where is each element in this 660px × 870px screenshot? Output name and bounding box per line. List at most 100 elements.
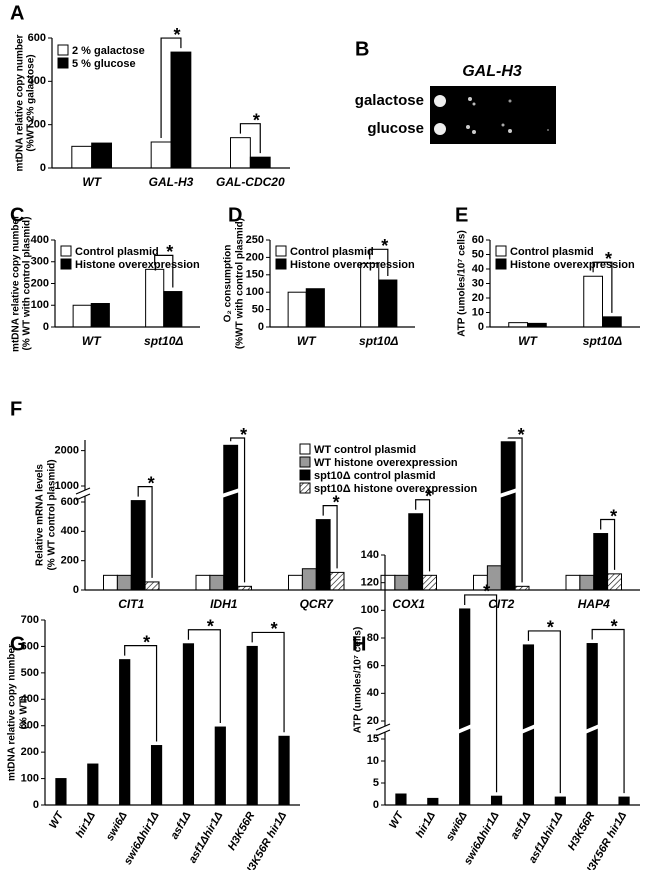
panel-letter: A: [10, 2, 24, 24]
y-tick-label: 200: [21, 746, 39, 758]
y-tick-label: 400: [61, 525, 79, 537]
legend-swatch: [495, 258, 507, 270]
y-tick-label: 500: [21, 667, 39, 679]
bar: [522, 644, 535, 806]
bar: [508, 322, 528, 328]
y-tick-label: 40: [472, 263, 484, 275]
legend-swatch: [60, 258, 72, 270]
y-tick-label: 150: [246, 269, 264, 281]
y-tick-label: 40: [367, 687, 379, 699]
bar: [150, 141, 172, 169]
y-tick-label: 400: [28, 75, 46, 87]
x-tick-label: GAL-H3: [149, 175, 194, 189]
x-tick-label: CIT1: [118, 597, 144, 611]
bar: [618, 796, 630, 806]
y-tick-label: 600: [21, 640, 39, 652]
significance-bracket: [124, 645, 158, 742]
legend-swatch: [299, 456, 311, 468]
y-axis-label: mtDNA relative copy number: [11, 215, 22, 352]
significance-bracket: [527, 630, 561, 794]
legend-label: 5 % glucose: [72, 58, 136, 70]
bar: [378, 279, 398, 328]
significance-bracket: [507, 437, 523, 583]
y-tick-label: 200: [246, 251, 264, 263]
significance-bracket: [230, 437, 246, 583]
bar: [287, 291, 307, 328]
x-tick-label: IDH1: [210, 597, 238, 611]
panel-title: GAL-H3: [462, 63, 522, 80]
blot-image: [430, 86, 556, 144]
bar: [490, 795, 503, 806]
y-tick-label: 200: [28, 119, 46, 131]
y-tick-label: 80: [367, 632, 379, 644]
y-tick-label: 250: [246, 234, 264, 246]
bar: [90, 303, 110, 328]
significance-star: *: [166, 242, 173, 262]
row-label: glucose: [367, 120, 424, 137]
bar: [230, 137, 251, 169]
axis-break: [77, 490, 89, 496]
panel-letter: G: [10, 633, 26, 655]
bar: [130, 500, 146, 591]
bar: [87, 763, 99, 806]
bar: [360, 262, 380, 328]
y-axis-label: (% WT with control plasmid): [22, 217, 33, 351]
significance-bracket: [369, 248, 389, 277]
legend-swatch: [299, 469, 311, 481]
x-tick-label: H3K56R: [226, 810, 258, 853]
x-tick-label: COX1: [392, 597, 425, 611]
y-tick-label: 0: [40, 162, 46, 174]
bar: [195, 574, 211, 591]
significance-star: *: [333, 492, 340, 512]
y-axis-label: (% WT): [19, 696, 30, 730]
bar: [301, 568, 317, 591]
legend-label: Histone overexpression: [290, 259, 415, 271]
axis-break: [375, 729, 391, 737]
y-tick-label: 100: [31, 299, 49, 311]
bar: [593, 533, 609, 591]
panel-letter: F: [10, 398, 22, 420]
y-axis-label: mtDNA relative copy number: [7, 644, 18, 781]
x-tick-label: WT: [518, 334, 538, 348]
bar: [214, 726, 226, 806]
y-tick-label: 15: [367, 733, 379, 745]
x-tick-label: WT: [82, 334, 102, 348]
significance-bracket: [464, 594, 498, 793]
significance-bracket: [600, 518, 616, 570]
significance-bracket: [415, 499, 431, 572]
bar: [288, 574, 303, 591]
bar: [315, 519, 331, 591]
x-tick-label: WT: [82, 175, 102, 189]
legend-swatch: [299, 482, 311, 494]
x-tick-label: swi6Δ: [444, 810, 470, 843]
legend-label: Control plasmid: [510, 246, 594, 258]
bar: [583, 275, 603, 328]
significance-star: *: [605, 249, 612, 269]
significance-bracket: [160, 37, 182, 138]
x-tick-label: asf1Δ: [168, 810, 193, 841]
bar: [579, 574, 595, 591]
y-tick-label: 0: [373, 799, 379, 811]
bar: [305, 288, 325, 328]
x-tick-label: QCR7: [300, 597, 335, 611]
bar: [182, 643, 195, 806]
x-tick-label: GAL-CDC20: [216, 175, 285, 189]
significance-bracket: [591, 628, 625, 794]
y-tick-label: 200: [31, 277, 49, 289]
y-tick-label: 2000: [55, 445, 79, 457]
legend-label: Control plasmid: [290, 246, 374, 258]
legend-swatch: [57, 57, 69, 69]
legend-swatch: [57, 44, 69, 56]
bar: [223, 444, 239, 591]
significance-star: *: [518, 425, 525, 445]
y-tick-label: 50: [472, 248, 484, 260]
bar: [602, 316, 622, 328]
legend-label: Control plasmid: [75, 246, 159, 258]
significance-star: *: [381, 236, 388, 256]
y-tick-label: 600: [61, 496, 79, 508]
legend-swatch: [60, 245, 72, 257]
bar: [607, 573, 622, 591]
bar: [71, 145, 93, 169]
y-tick-label: 200: [61, 555, 79, 567]
bar: [565, 574, 581, 591]
